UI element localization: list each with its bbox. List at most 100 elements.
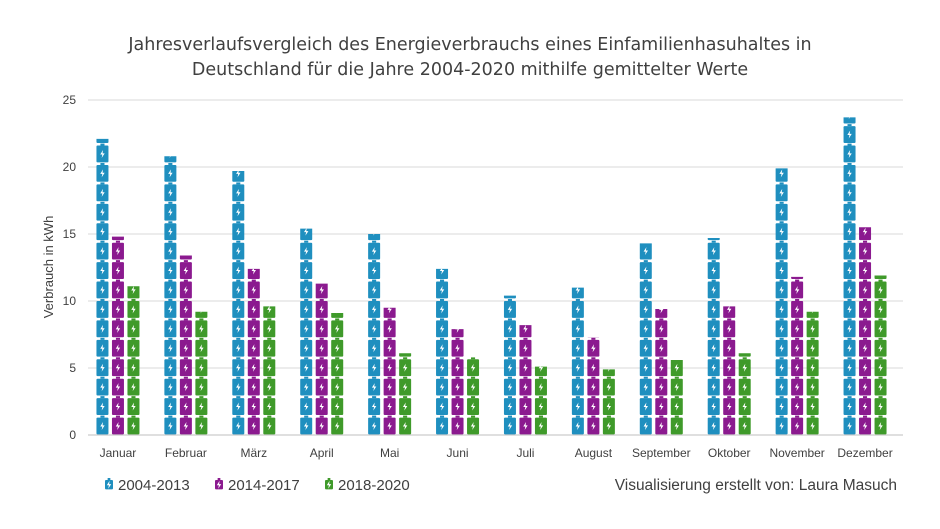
battery-icon <box>127 298 140 318</box>
legend-label: 2018-2020 <box>338 477 410 494</box>
battery-icon <box>232 279 245 299</box>
battery-icon <box>806 376 819 396</box>
battery-icon <box>331 396 344 415</box>
bar <box>263 306 276 435</box>
legend-label: 2004-2013 <box>118 477 190 494</box>
battery-icon <box>843 201 856 221</box>
battery-icon <box>111 357 124 377</box>
battery-icon <box>96 182 109 202</box>
battery-icon <box>519 396 532 415</box>
battery-icon <box>215 478 223 490</box>
battery-icon <box>655 309 668 318</box>
bar <box>639 243 652 435</box>
battery-icon <box>791 318 804 338</box>
bar <box>467 357 480 435</box>
battery-icon <box>467 396 480 415</box>
y-tick-label: 5 <box>69 361 76 375</box>
battery-icon <box>639 279 652 299</box>
battery-icon <box>247 298 260 318</box>
battery-icon <box>300 337 313 357</box>
battery-icon <box>806 396 819 415</box>
battery-icon <box>111 260 124 279</box>
battery-icon <box>639 376 652 396</box>
battery-icon <box>232 376 245 396</box>
battery-icon <box>96 201 109 221</box>
battery-icon <box>436 396 449 415</box>
battery-icon <box>263 337 276 357</box>
battery-icon <box>368 376 381 396</box>
battery-icon <box>300 318 313 338</box>
battery-icon <box>503 318 516 338</box>
battery-icon <box>859 260 872 279</box>
battery-icon <box>179 260 192 279</box>
battery-icon <box>96 415 109 435</box>
battery-icon <box>723 306 736 318</box>
battery-icon <box>843 357 856 377</box>
battery-icon <box>436 318 449 338</box>
battery-icon <box>806 337 819 357</box>
battery-icon <box>179 255 192 260</box>
battery-icon <box>791 337 804 357</box>
x-tick-label: Januar <box>100 446 137 460</box>
battery-icon <box>315 357 328 377</box>
bar <box>247 268 260 435</box>
x-tick-label: Juni <box>447 446 469 460</box>
battery-icon <box>96 240 109 260</box>
y-tick-label: 25 <box>63 93 77 107</box>
bar <box>96 138 109 435</box>
battery-icon <box>639 415 652 435</box>
battery-icon <box>436 376 449 396</box>
battery-icon <box>263 318 276 338</box>
battery-icon <box>315 415 328 435</box>
battery-icon <box>859 240 872 260</box>
battery-icon <box>859 357 872 377</box>
battery-icon <box>436 415 449 435</box>
battery-icon <box>791 298 804 318</box>
battery-icon <box>164 221 177 241</box>
battery-icon <box>195 357 208 377</box>
x-tick-label: Juli <box>516 446 534 460</box>
battery-icon <box>315 298 328 318</box>
battery-icon <box>843 124 856 143</box>
battery-icon <box>723 376 736 396</box>
bar <box>571 287 584 435</box>
battery-icon <box>96 143 109 163</box>
battery-icon <box>503 337 516 357</box>
battery-icon <box>707 318 720 338</box>
battery-icon <box>451 357 464 377</box>
battery-icon <box>247 268 260 279</box>
battery-icon <box>179 337 192 357</box>
battery-icon <box>534 396 547 415</box>
battery-icon <box>639 260 652 279</box>
battery-icon <box>399 357 412 377</box>
battery-icon <box>587 357 600 377</box>
battery-icon <box>164 260 177 279</box>
battery-icon <box>655 337 668 357</box>
battery-icon <box>164 337 177 357</box>
battery-icon <box>791 415 804 435</box>
battery-icon <box>639 357 652 377</box>
battery-icon <box>775 318 788 338</box>
battery-icon <box>707 357 720 377</box>
battery-icon <box>451 415 464 435</box>
battery-icon <box>111 337 124 357</box>
battery-icon <box>127 357 140 377</box>
bar <box>670 359 683 435</box>
battery-icon <box>111 318 124 338</box>
battery-icon <box>96 221 109 241</box>
battery-icon <box>843 298 856 318</box>
battery-icon <box>775 298 788 318</box>
battery-icon <box>874 279 887 299</box>
battery-icon <box>519 376 532 396</box>
y-tick-label: 15 <box>63 227 77 241</box>
battery-icon <box>164 182 177 202</box>
battery-icon <box>383 415 396 435</box>
battery-icon <box>232 221 245 241</box>
battery-icon <box>503 376 516 396</box>
battery-icon <box>571 287 584 299</box>
battery-icon <box>655 396 668 415</box>
battery-icon <box>127 318 140 338</box>
battery-icon <box>232 357 245 377</box>
battery-icon <box>843 376 856 396</box>
